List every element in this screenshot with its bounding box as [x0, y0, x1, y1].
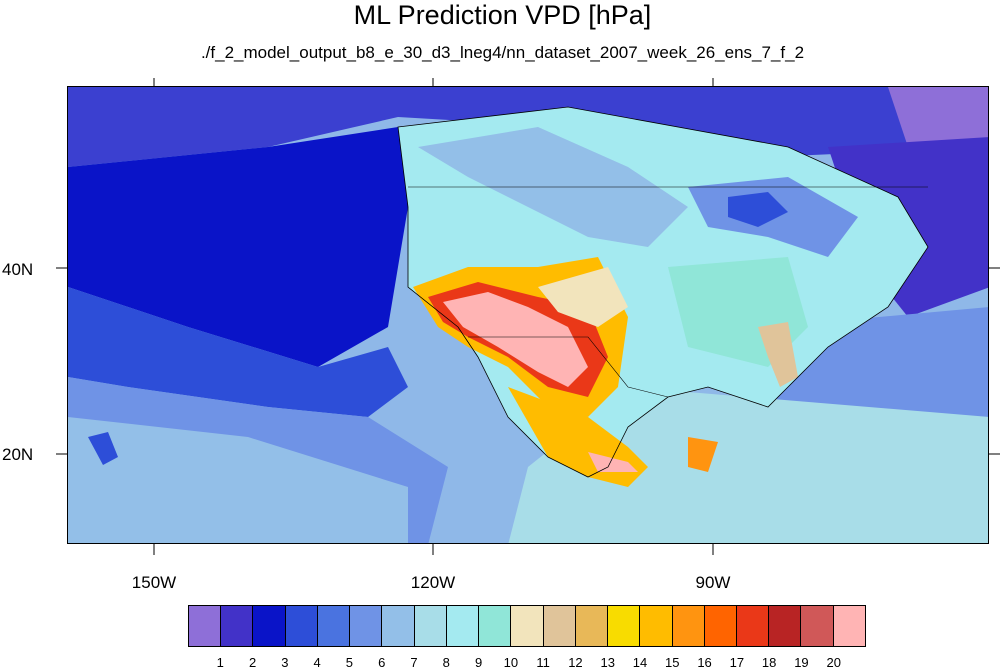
- colorbar-level-label: 1: [216, 655, 224, 670]
- mexico-extreme: [588, 452, 638, 472]
- colorbar-swatch: [285, 606, 318, 646]
- colorbar-level-label: 11: [536, 655, 550, 670]
- colorbar-level-label: 8: [442, 655, 450, 670]
- colorbar-swatch: [769, 606, 802, 646]
- colorbar-level-label: 20: [826, 655, 841, 670]
- colorbar-level-label: 9: [474, 655, 483, 670]
- lat-label-20n: 20N: [2, 445, 34, 464]
- colorbar-swatch: [736, 606, 770, 646]
- map-plot-area: [67, 86, 989, 544]
- plains-tan: [538, 267, 628, 327]
- colorbar-swatch: [446, 606, 480, 646]
- colorbar-level-label: 16: [697, 655, 712, 670]
- colorbar-swatch: [382, 606, 415, 646]
- colorbar-swatch: [350, 606, 383, 646]
- vpd-map: [68, 87, 988, 543]
- colorbar-swatch: [221, 606, 254, 646]
- lake-superior: [728, 192, 788, 227]
- colorbar-swatch: [253, 606, 286, 646]
- colorbar-swatch: [414, 606, 447, 646]
- florida: [758, 322, 798, 387]
- lon-label-90w: 90W: [695, 573, 731, 592]
- pacific-deep-band: [68, 127, 408, 367]
- colorbar-level-label: 12: [568, 655, 583, 670]
- colorbar-level-label: 17: [729, 655, 745, 670]
- colorbar-level-label: 4: [313, 655, 321, 670]
- us-mexico-border: [468, 336, 669, 398]
- colorbar-swatch: [833, 606, 865, 646]
- colorbar-level-label: 14: [632, 655, 648, 670]
- colorbar-swatch: [543, 606, 576, 646]
- lon-label-150w: 150W: [131, 573, 177, 592]
- colorbar-level-label: 7: [410, 655, 418, 670]
- chart-title: ML Prediction VPD [hPa]: [353, 0, 652, 30]
- colorbar-swatch: [672, 606, 705, 646]
- southwest-extreme: [443, 292, 588, 387]
- colorbar-level-label: 6: [378, 655, 386, 670]
- colorbar-swatch: [511, 606, 544, 646]
- lat-label-40n: 40N: [2, 260, 34, 279]
- colorbar-level-label: 18: [761, 655, 777, 670]
- central-america-hot: [688, 437, 718, 472]
- colorbar-level-label: 19: [794, 655, 809, 670]
- chart-subtitle: ./f_2_model_output_b8_e_30_d3_lneg4/nn_d…: [200, 43, 805, 62]
- colorbar-level-label: 10: [503, 655, 519, 670]
- colorbar-swatch: [640, 606, 673, 646]
- colorbar-level-label: 13: [600, 655, 615, 670]
- colorbar-level-label: 2: [248, 655, 257, 670]
- lon-label-120w: 120W: [410, 573, 456, 592]
- colorbar-swatch: [801, 606, 834, 646]
- colorbar-level-label: 5: [345, 655, 354, 670]
- colorbar-level-label: 15: [665, 655, 680, 670]
- colorbar-swatch: [479, 606, 512, 646]
- colorbar: [188, 605, 866, 647]
- colorbar-swatch: [189, 606, 222, 646]
- colorbar-swatch: [317, 606, 351, 646]
- colorbar-swatch: [575, 606, 609, 646]
- hawaii-islands: [88, 432, 118, 465]
- colorbar-swatch: [704, 606, 737, 646]
- pacific-mid-band: [68, 287, 408, 417]
- colorbar-swatch: [608, 606, 641, 646]
- pacific-light-band: [68, 417, 408, 543]
- colorbar-level-label: 3: [281, 655, 289, 670]
